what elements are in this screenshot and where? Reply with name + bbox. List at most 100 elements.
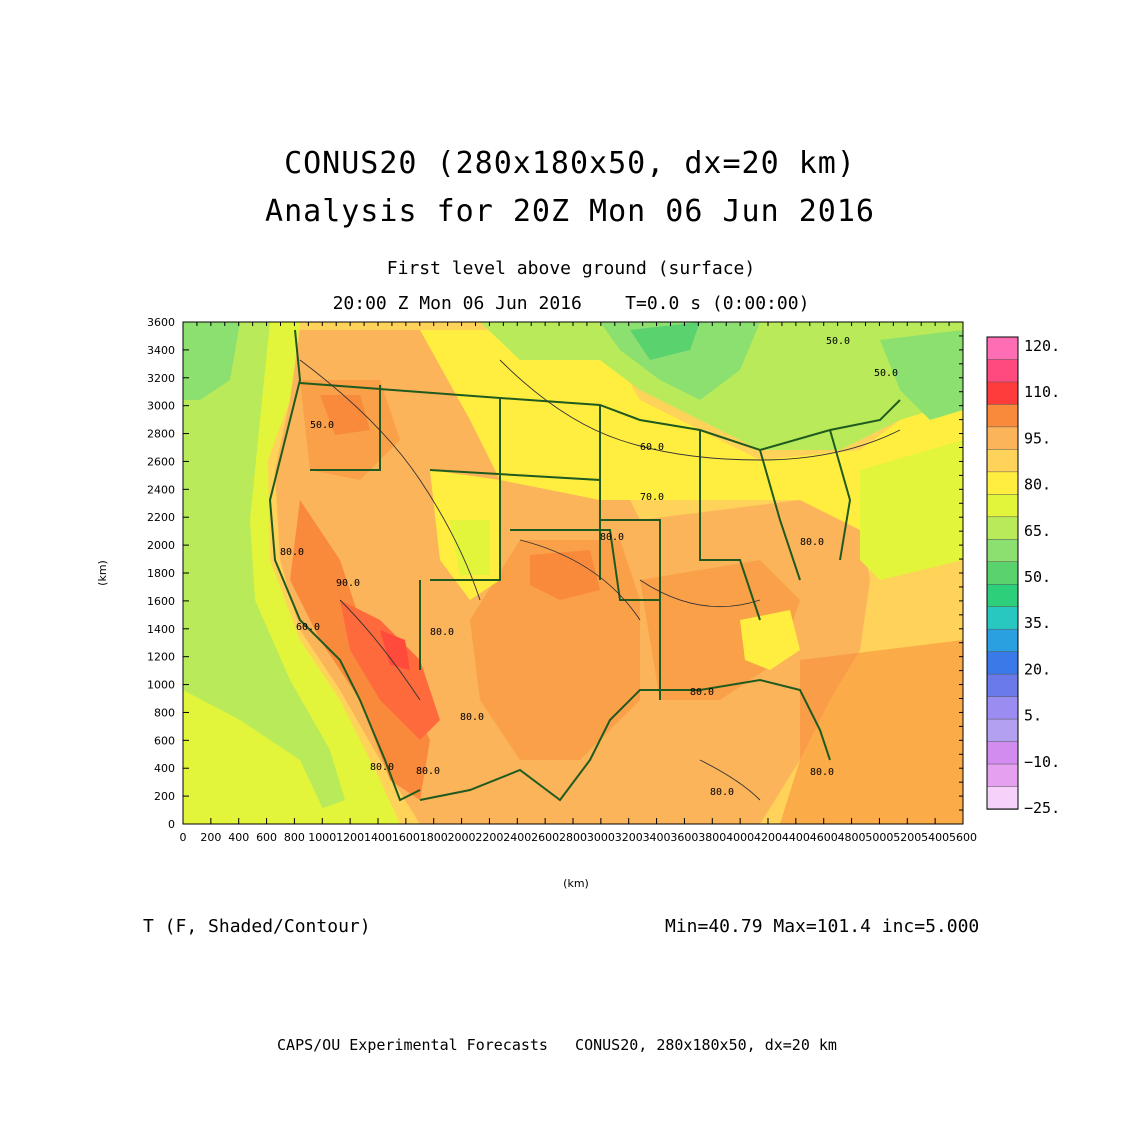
contour-label: 80.0	[430, 627, 454, 638]
x-tick-label: 1800	[420, 831, 448, 844]
color-bar-swatch	[986, 494, 1019, 518]
color-bar-labels: 120. 110. 95. 80. 65. 50. 35. 20. 5. −10. −25.	[1024, 337, 1060, 817]
y-tick-label: 1600	[147, 595, 175, 608]
x-tick-label: 5400	[921, 831, 949, 844]
contour-label-group: 50.0 50.0 60.0 70.0 80.0 80.0 80.0 80.0 …	[280, 336, 898, 798]
field-statistics: Min=40.79 Max=101.4 inc=5.000	[665, 916, 980, 937]
contour-label: 50.0	[826, 336, 850, 347]
color-bar-label: 20.	[1024, 660, 1051, 678]
color-bar-label: −25.	[1024, 799, 1060, 817]
x-tick-label: 3000	[587, 831, 615, 844]
y-tick-label: 1000	[147, 679, 175, 692]
color-bar-label: 110.	[1024, 383, 1060, 401]
contour-label: 80.0	[460, 712, 484, 723]
level-description: First level above ground (surface)	[386, 258, 756, 279]
color-bar-swatch	[986, 561, 1019, 585]
color-bar-label: 50.	[1024, 568, 1051, 586]
y-tick-label: 0	[168, 818, 175, 831]
color-bar-swatch	[986, 449, 1019, 473]
contour-label: 80.0	[710, 787, 734, 798]
y-tick-label: 2800	[147, 428, 175, 441]
boundary-lines	[268, 329, 901, 802]
color-bar-label: 95.	[1024, 429, 1051, 447]
color-bar-swatch	[986, 404, 1019, 428]
x-tick-label: 4800	[838, 831, 866, 844]
color-bar-swatch	[986, 426, 1019, 451]
variable-label: T (F, Shaded/Contour)	[143, 916, 371, 937]
y-tick-label: 2600	[147, 455, 175, 468]
x-tick-label: 4400	[782, 831, 810, 844]
plot-analysis-time: Analysis for 20Z Mon 06 Jun 2016	[265, 194, 875, 229]
y-tick-label: 3400	[147, 344, 175, 357]
color-bar-swatch	[986, 696, 1019, 720]
color-bar-swatch	[986, 381, 1019, 406]
y-tick-label: 3600	[147, 316, 175, 329]
color-bar-label: 65.	[1024, 522, 1051, 540]
x-tick-label: 800	[284, 831, 305, 844]
contour-label: 60.0	[640, 442, 664, 453]
y-tick-label: 2000	[147, 539, 175, 552]
x-tick-label: 4200	[754, 831, 782, 844]
x-tick-label: 1000	[308, 831, 336, 844]
color-bar-swatch	[986, 651, 1019, 675]
x-tick-label: 1400	[364, 831, 392, 844]
x-axis-label: (km)	[563, 877, 589, 890]
color-bar-swatch	[986, 763, 1019, 788]
y-tick-label: 1200	[147, 651, 175, 664]
y-tick-label: 2200	[147, 511, 175, 524]
y-tick-label: 3200	[147, 372, 175, 385]
color-bar-swatch	[986, 471, 1019, 496]
contour-label: 50.0	[874, 368, 898, 379]
y-tick-label: 2400	[147, 483, 175, 496]
color-bar	[986, 336, 1019, 810]
y-tick-label: 1400	[147, 623, 175, 636]
x-tick-label: 4600	[810, 831, 838, 844]
contour-label: 80.0	[800, 537, 824, 548]
contour-label: 70.0	[640, 492, 664, 503]
x-axis: 0 200 400 600 800 1000 1200 1400 1600 1800 2000 220…	[180, 322, 977, 844]
contour-label: 80.0	[690, 687, 714, 698]
x-tick-label: 1600	[392, 831, 420, 844]
contour-label: 90.0	[336, 578, 360, 589]
x-tick-label: 5600	[949, 831, 977, 844]
x-tick-label: 400	[228, 831, 249, 844]
y-axis-label: (km)	[96, 560, 109, 586]
color-bar-swatch	[986, 606, 1019, 630]
x-tick-label: 2400	[503, 831, 531, 844]
x-tick-label: 600	[256, 831, 277, 844]
x-tick-label: 0	[180, 831, 187, 844]
color-bar-swatch	[986, 628, 1019, 653]
color-bar-swatch	[986, 359, 1019, 383]
footer-credit: CAPS/OU Experimental Forecasts CONUS20, …	[277, 1036, 837, 1054]
y-tick-label: 1800	[147, 567, 175, 580]
x-tick-label: 3800	[698, 831, 726, 844]
x-tick-label: 3400	[643, 831, 671, 844]
color-bar-swatch	[986, 786, 1019, 810]
y-tick-label: 600	[154, 734, 175, 747]
y-tick-label: 3000	[147, 400, 175, 413]
x-tick-label: 3200	[615, 831, 643, 844]
color-bar-swatch	[986, 583, 1019, 608]
x-tick-label: 4000	[726, 831, 754, 844]
y-tick-label: 200	[154, 790, 175, 803]
y-tick-label: 800	[154, 706, 175, 719]
x-tick-label: 5000	[865, 831, 893, 844]
color-bar-swatch	[986, 516, 1019, 541]
color-bar-label: 5.	[1024, 707, 1042, 725]
color-bar-swatch	[986, 741, 1019, 765]
x-tick-label: 200	[200, 831, 221, 844]
color-bar-label: 35.	[1024, 614, 1051, 632]
contour-label: 80.0	[810, 767, 834, 778]
color-bar-label: −10.	[1024, 753, 1060, 771]
contour-label: 80.0	[416, 766, 440, 777]
x-tick-label: 2600	[531, 831, 559, 844]
x-tick-label: 2800	[559, 831, 587, 844]
contour-label: 80.0	[370, 762, 394, 773]
color-bar-swatch	[986, 336, 1019, 361]
color-bar-swatch	[986, 673, 1019, 698]
color-bar-swatch	[986, 718, 1019, 743]
contour-label: 80.0	[280, 547, 304, 558]
color-bar-label: 120.	[1024, 337, 1060, 355]
x-tick-label: 5200	[893, 831, 921, 844]
